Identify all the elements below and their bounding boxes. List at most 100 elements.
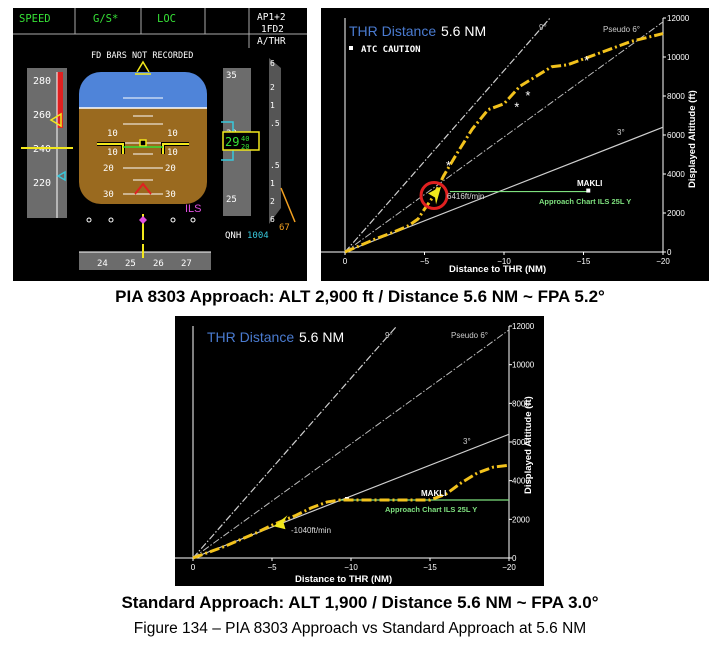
speed-tick-240: 240 bbox=[33, 144, 51, 155]
speed-tick-220: 220 bbox=[33, 178, 51, 189]
pitch-label: 30 bbox=[165, 190, 176, 200]
ref-3-label: 3° bbox=[463, 437, 471, 446]
attitude-indicator: 10 10 10 10 20 20 30 30 bbox=[79, 60, 207, 240]
x-axis-label: Distance to THR (NM) bbox=[295, 574, 392, 585]
chart-title-value: 5.6 NM bbox=[299, 329, 344, 345]
atc-caution-marker: * bbox=[514, 100, 519, 115]
ref-line-pseudo-6deg bbox=[192, 329, 510, 559]
heading-tick: 26 bbox=[153, 259, 164, 269]
alt-readout-big: 29 bbox=[225, 135, 239, 149]
vs-readout: 67 bbox=[279, 223, 290, 233]
fma-bar: SPEED G/S* LOC AP1+2 1FD2 A/THR bbox=[13, 8, 307, 48]
ap-status-1: AP1+2 bbox=[257, 12, 286, 23]
y-tick-label: 12000 bbox=[667, 14, 690, 23]
alt-tick: 35 bbox=[226, 71, 237, 81]
heading-tape: 24 25 26 27 bbox=[79, 244, 211, 270]
ref-9-label: 9° bbox=[385, 331, 393, 340]
altitude-tape: 35 30 25 29 40 20 bbox=[221, 68, 260, 216]
speed-tick-280: 280 bbox=[33, 76, 51, 87]
atc-caution-marker: * bbox=[584, 53, 589, 68]
alt-tick: 25 bbox=[226, 195, 237, 205]
pitch-label: 10 bbox=[167, 148, 178, 158]
y-tick-label: 4000 bbox=[667, 170, 685, 179]
ap-status-3: A/THR bbox=[257, 36, 286, 47]
y-tick-label: 8000 bbox=[512, 399, 530, 408]
heading-tick: 27 bbox=[181, 259, 192, 269]
y-tick-label: 2000 bbox=[512, 515, 530, 524]
plot-area: 0 −5 −10 −15 −20020004000600080001000012000*… bbox=[321, 14, 690, 266]
alt-readout-small: 20 bbox=[241, 143, 249, 151]
y-tick-label: 12000 bbox=[512, 322, 535, 331]
x-tick-label: −5 bbox=[420, 257, 430, 266]
x-axis-label: Distance to THR (NM) bbox=[449, 264, 546, 275]
x-tick-label: −20 bbox=[502, 563, 516, 572]
heading-tick: 25 bbox=[125, 259, 136, 269]
aircraft-position-marker bbox=[428, 186, 442, 205]
chart-title-prefix: THR Distance bbox=[207, 329, 294, 345]
vs-label: -1040ft/min bbox=[291, 526, 331, 535]
ref-6-label: Pseudo 6° bbox=[451, 331, 488, 340]
flight-path-line bbox=[344, 32, 664, 254]
chart-pia-approach: THR Distance 5.6 NM ATC CAUTION 0 −5 −10 −1… bbox=[321, 8, 709, 281]
y-tick-label: 10000 bbox=[512, 361, 535, 370]
approach-chart-label: Approach Chart ILS 25L Y bbox=[539, 197, 631, 206]
vs-tick: .5 bbox=[270, 161, 280, 170]
vs-tick: 1 bbox=[270, 101, 275, 110]
y-tick-label: 2000 bbox=[667, 209, 685, 218]
fma-speed: SPEED bbox=[19, 13, 51, 25]
vertical-speed-scale: 6 2 1 .5 .5 1 2 6 67 bbox=[269, 58, 296, 233]
vs-tick: 6 bbox=[270, 215, 275, 224]
y-tick-label: 8000 bbox=[667, 92, 685, 101]
y-tick-label: 0 bbox=[667, 248, 672, 257]
vs-tick: 6 bbox=[270, 59, 275, 68]
y-tick-label: 6000 bbox=[667, 131, 685, 140]
makli-label: MAKLI bbox=[421, 489, 446, 498]
chart-standard-approach: THR Distance 5.6 NM 0 −5 −10 −15 −2002000400… bbox=[175, 316, 544, 586]
x-tick-label: −20 bbox=[656, 257, 670, 266]
x-tick-label: −15 bbox=[577, 257, 591, 266]
vs-tick: 2 bbox=[270, 197, 275, 206]
pitch-label: 10 bbox=[107, 129, 118, 139]
vs-tick: 2 bbox=[270, 83, 275, 92]
pitch-label: 20 bbox=[103, 164, 114, 174]
pitch-label: 10 bbox=[167, 129, 178, 139]
y-axis-label: Displayed Altitude (ft) bbox=[523, 396, 534, 494]
x-tick-label: −10 bbox=[497, 257, 511, 266]
x-tick-label: −5 bbox=[267, 563, 277, 572]
y-tick-label: 10000 bbox=[667, 53, 690, 62]
speed-tick-260: 260 bbox=[33, 110, 51, 121]
qnh-value: 1004 bbox=[247, 231, 269, 241]
chart-title-prefix: THR Distance bbox=[349, 23, 436, 39]
pitch-label: 30 bbox=[103, 190, 114, 200]
fd-message: FD BARS NOT RECORDED bbox=[91, 51, 193, 61]
vs-label: 6416ft/min bbox=[447, 192, 484, 201]
loc-deviation-scale bbox=[86, 217, 196, 223]
ref-9-label: 9° bbox=[539, 23, 547, 32]
makli-marker bbox=[586, 188, 591, 193]
ap-status-2: 1FD2 bbox=[261, 24, 284, 35]
ref-line-pseudo-6deg bbox=[344, 21, 664, 253]
ref-6-label: Pseudo 6° bbox=[603, 25, 640, 34]
ils-label: ILS bbox=[185, 203, 202, 215]
x-tick-label: −15 bbox=[423, 563, 437, 572]
atc-caution-label: ATC CAUTION bbox=[361, 45, 421, 55]
y-tick-label: 6000 bbox=[512, 438, 530, 447]
fma-gs: G/S* bbox=[93, 13, 118, 25]
atc-caution-marker: * bbox=[446, 158, 451, 173]
ref-line-9deg bbox=[344, 17, 551, 253]
fma-loc: LOC bbox=[157, 13, 176, 25]
flight-path-line bbox=[192, 463, 510, 560]
figure-caption: Figure 134 – PIA 8303 Approach vs Standa… bbox=[133, 620, 587, 637]
y-tick-label: 0 bbox=[512, 554, 517, 563]
heading-tick: 24 bbox=[97, 259, 108, 269]
pfd-panel: SPEED G/S* LOC AP1+2 1FD2 A/THR FD BARS … bbox=[13, 8, 307, 281]
qnh-label: QNH bbox=[225, 231, 241, 241]
y-axis-label: Displayed Altitude (ft) bbox=[687, 90, 698, 188]
aircraft-position-marker bbox=[273, 515, 288, 530]
x-tick-label: 0 bbox=[191, 563, 196, 572]
chart-title-value: 5.6 NM bbox=[441, 23, 486, 39]
pitch-label: 10 bbox=[107, 148, 118, 158]
ref-line-9deg bbox=[192, 325, 398, 559]
caption-standard-approach: Standard Approach: ALT 1,900 / Distance … bbox=[121, 593, 599, 612]
vs-tick: 1 bbox=[270, 179, 275, 188]
